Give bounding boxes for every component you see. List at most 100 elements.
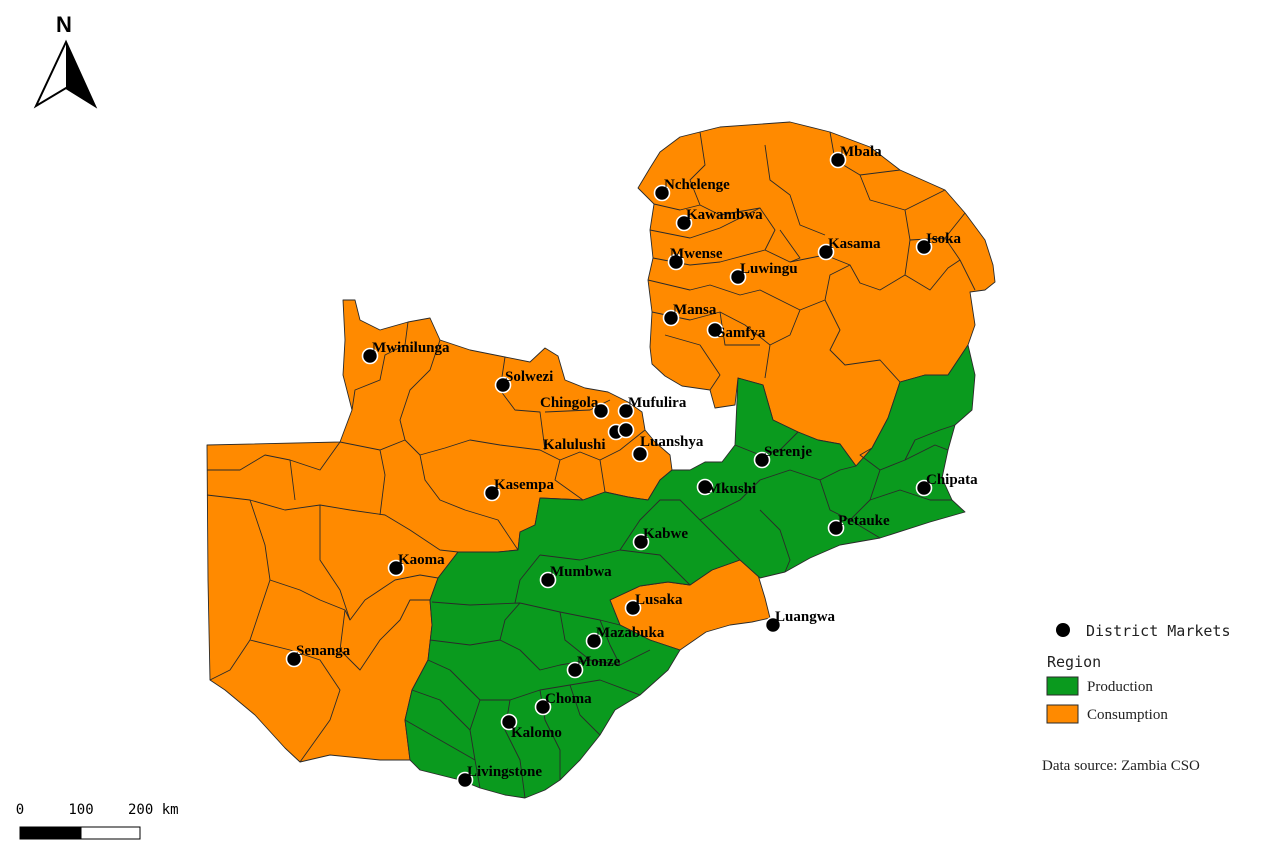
market-samfya[interactable]: Samfya — [706, 321, 766, 342]
market-label: Mkushi — [707, 481, 756, 497]
market-marker — [662, 309, 680, 327]
market-label: Luangwa — [775, 609, 836, 625]
legend-production-swatch — [1046, 676, 1079, 696]
scale-tick-0: 0 — [16, 802, 24, 818]
market-choma[interactable]: Choma — [534, 691, 593, 716]
market-kasama[interactable]: Kasama — [817, 236, 882, 261]
market-livingstone[interactable]: Livingstone — [456, 764, 543, 789]
market-label: Choma — [545, 691, 592, 707]
legend-markets-label: District Markets — [1086, 622, 1231, 640]
market-marker — [829, 151, 847, 169]
market-mwense[interactable]: Mwense — [667, 246, 723, 271]
market-mufulira[interactable]: Mufulira — [617, 395, 687, 420]
market-marker — [817, 243, 835, 261]
market-nchelenge[interactable]: Nchelenge — [653, 177, 731, 202]
market-marker — [617, 421, 635, 439]
market-kawambwa[interactable]: Kawambwa — [675, 207, 764, 232]
market-marker — [500, 713, 518, 731]
market-label: Mwense — [670, 246, 723, 262]
market-marker — [534, 698, 552, 716]
map-regions — [206, 121, 996, 799]
market-luanshya[interactable]: Luanshya — [631, 434, 704, 463]
market-kabwe[interactable]: Kabwe — [632, 526, 689, 551]
market-lusaka[interactable]: Lusaka — [624, 592, 684, 617]
market-label: Chipata — [926, 472, 978, 488]
scale-segment-light — [80, 826, 141, 840]
market-label: Chingola — [540, 395, 599, 411]
north-arrow: N — [33, 12, 98, 109]
legend-production-label: Production — [1087, 679, 1153, 695]
market-marker — [729, 268, 747, 286]
market-mkushi[interactable]: Mkushi — [696, 478, 757, 498]
market-mwinilunga[interactable]: Mwinilunga — [361, 340, 451, 365]
market-marker — [667, 253, 685, 271]
market-label: Kalulushi — [543, 437, 606, 453]
market-luangwa[interactable]: Luangwa — [764, 609, 836, 634]
scale-segment-dark — [19, 826, 82, 840]
market-marker — [915, 238, 933, 256]
market-label: Luwingu — [740, 261, 798, 277]
legend-region-title: Region — [1047, 653, 1101, 671]
market-label: Kasama — [828, 236, 881, 252]
market-label: Mansa — [673, 302, 717, 318]
market-kalulushi[interactable]: Kalulushi — [543, 421, 635, 454]
market-petauke[interactable]: Petauke — [827, 513, 891, 537]
legend-marker-icon — [1056, 623, 1070, 637]
market-label: Lusaka — [635, 592, 683, 608]
market-mumbwa[interactable]: Mumbwa — [539, 564, 613, 589]
market-marker — [624, 599, 642, 617]
market-label: Luanshya — [640, 434, 704, 450]
market-marker — [631, 445, 649, 463]
market-serenje[interactable]: Serenje — [753, 444, 813, 469]
legend-consumption-swatch — [1046, 704, 1079, 724]
scale-tick-200: 200 km — [128, 802, 179, 818]
market-kalomo[interactable]: Kalomo — [500, 713, 562, 742]
market-label: Kawambwa — [686, 207, 763, 223]
market-marker — [706, 321, 724, 339]
market-marker — [915, 479, 933, 497]
market-marker — [617, 402, 635, 420]
market-mansa[interactable]: Mansa — [662, 302, 717, 327]
market-chingola[interactable]: Chingola — [540, 395, 610, 420]
market-chipata[interactable]: Chipata — [915, 472, 979, 497]
market-marker — [483, 484, 501, 502]
market-marker — [827, 519, 845, 537]
market-label: Samfya — [717, 325, 766, 341]
legend-consumption-label: Consumption — [1087, 707, 1168, 723]
market-label: Mufulira — [628, 395, 687, 411]
market-label: Senanga — [296, 643, 351, 659]
north-label: N — [56, 12, 72, 37]
market-isoka[interactable]: Isoka — [915, 231, 962, 256]
market-luwingu[interactable]: Luwingu — [729, 261, 798, 286]
market-label: Mumbwa — [550, 564, 612, 580]
market-mazabuka[interactable]: Mazabuka — [585, 625, 665, 650]
market-label: Kabwe — [643, 526, 688, 542]
market-marker — [285, 650, 303, 668]
market-kasempa[interactable]: Kasempa — [483, 477, 555, 502]
market-marker — [566, 661, 584, 679]
market-kaoma[interactable]: Kaoma — [387, 552, 446, 577]
market-senanga[interactable]: Senanga — [285, 643, 351, 668]
market-marker — [753, 451, 771, 469]
market-marker — [494, 376, 512, 394]
market-marker — [387, 559, 405, 577]
legend: District Markets Region Production Consu… — [1042, 622, 1231, 774]
market-marker — [653, 184, 671, 202]
market-label: Nchelenge — [664, 177, 730, 193]
scale-tick-100: 100 — [68, 802, 93, 818]
region-production — [404, 344, 976, 799]
data-source-note: Data source: Zambia CSO — [1042, 758, 1200, 774]
market-label: Solwezi — [505, 369, 553, 385]
market-solwezi[interactable]: Solwezi — [494, 369, 554, 394]
market-marker — [696, 478, 714, 496]
market-marker — [764, 616, 782, 634]
market-marker — [539, 571, 557, 589]
market-label: Serenje — [764, 444, 812, 460]
market-mbala[interactable]: Mbala — [829, 144, 883, 169]
market-marker — [592, 402, 610, 420]
market-label: Mwinilunga — [372, 340, 450, 356]
market-label: Kalomo — [511, 725, 562, 741]
market-monze[interactable]: Monze — [566, 654, 621, 679]
market-label: Mazabuka — [596, 625, 665, 641]
